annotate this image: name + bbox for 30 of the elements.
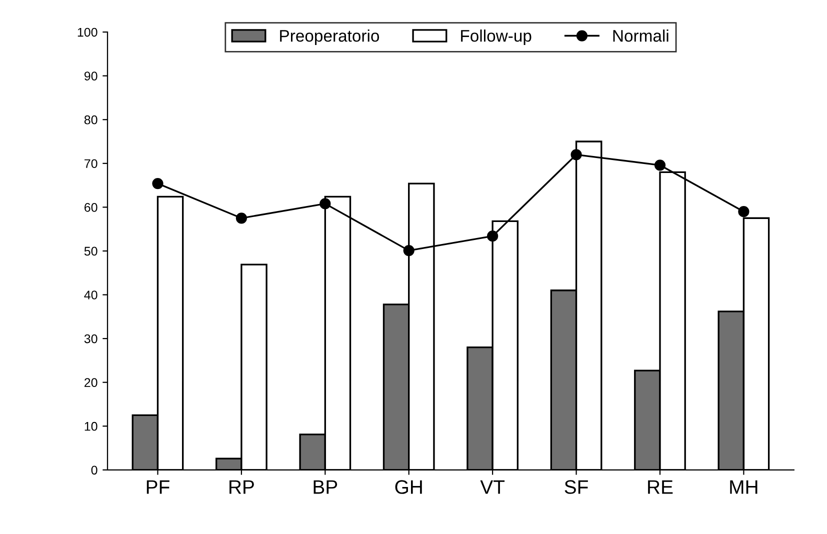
legend-label: Preoperatorio bbox=[280, 30, 380, 46]
x-tick-label: SF bbox=[564, 480, 588, 494]
x-tick-label: PF bbox=[146, 480, 170, 494]
x-tick-label: BP bbox=[314, 480, 338, 494]
point bbox=[654, 160, 666, 171]
x-tick-label: RE bbox=[648, 480, 673, 494]
y-tick-label: 30 bbox=[84, 334, 98, 344]
x-tick-label: VT bbox=[480, 480, 505, 494]
y-tick-label: 80 bbox=[84, 115, 98, 124]
point bbox=[320, 198, 331, 210]
point bbox=[236, 212, 247, 224]
y-tick-label: 50 bbox=[84, 246, 98, 256]
y-tick-label: 0 bbox=[91, 466, 98, 475]
legend-label: Normali bbox=[613, 30, 668, 42]
y-tick-label: 40 bbox=[84, 290, 98, 300]
point bbox=[487, 230, 498, 242]
point bbox=[403, 244, 414, 256]
x-tick-label: MH bbox=[730, 480, 758, 494]
y-tick-label: 10 bbox=[84, 422, 98, 431]
y-tick-label: 20 bbox=[84, 378, 98, 387]
y-tick-label: 90 bbox=[84, 72, 98, 80]
point bbox=[570, 149, 582, 160]
point bbox=[738, 206, 750, 218]
y-tick-label: 70 bbox=[84, 159, 98, 168]
legend-label: Follow-up bbox=[461, 30, 532, 46]
y-tick-label: 100 bbox=[78, 28, 98, 37]
point bbox=[152, 178, 164, 190]
x-tick-label: GH bbox=[395, 480, 422, 494]
x-tick-label: RP bbox=[230, 480, 254, 494]
y-tick-label: 60 bbox=[84, 202, 98, 212]
